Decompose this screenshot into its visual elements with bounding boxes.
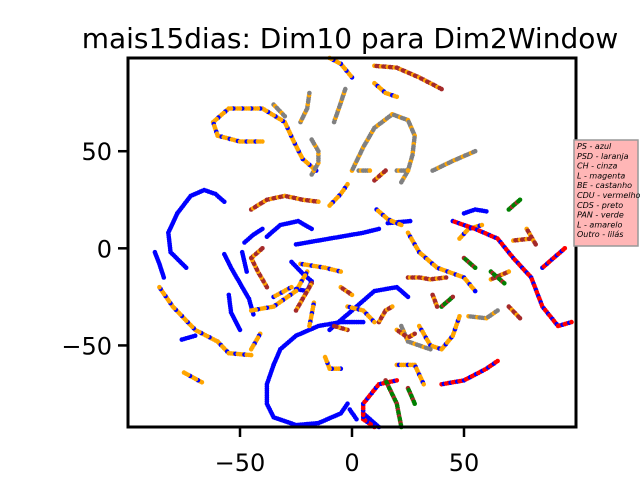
scatter-point (327, 203, 332, 208)
scatter-point (360, 319, 366, 325)
legend-entry: BE - castanho (577, 181, 632, 190)
legend-entry: CDU - vermelho (577, 191, 640, 200)
scatter-point (376, 226, 382, 232)
scatter-point (569, 319, 574, 325)
scatter-point (157, 284, 162, 290)
scatter-point (181, 370, 187, 375)
scatter-point (394, 378, 400, 383)
scatter-point (495, 308, 500, 313)
scatter-point (322, 354, 328, 360)
scatter-point (517, 197, 523, 203)
scatter-point (394, 94, 400, 100)
scatter-point (338, 269, 344, 274)
data-points (152, 55, 574, 430)
scatter-point (533, 242, 538, 247)
y-tick-label: 0 (97, 235, 112, 263)
scatter-point (390, 304, 395, 309)
scatter-point (248, 352, 254, 358)
x-tick-label: 0 (344, 449, 359, 477)
scatter-point (331, 323, 337, 329)
scatter-point (309, 137, 315, 142)
scatter-point (412, 401, 418, 407)
scatter-point (293, 308, 299, 313)
legend-entry: L - amarelo (577, 220, 622, 229)
scatter-point (472, 265, 478, 271)
scatter-point (562, 246, 568, 251)
scatter-point (222, 199, 227, 204)
scatter-point (383, 168, 388, 173)
scatter-point (307, 323, 312, 329)
scatter-point (412, 331, 418, 337)
scatter-point (307, 90, 312, 96)
scatter-point (244, 269, 249, 274)
scatter-point (343, 86, 348, 92)
scatter-point (367, 168, 373, 173)
scatter-point (289, 284, 294, 290)
scatter-point (479, 222, 485, 228)
plot-area-frame (126, 56, 578, 429)
scatter-point (472, 148, 478, 154)
scatter-point (502, 281, 507, 286)
scatter-point (405, 168, 411, 173)
legend-entry: CDS - preto (577, 201, 623, 210)
x-tick-label: 50 (449, 449, 480, 477)
scatter-point (237, 327, 243, 333)
legend-entry: PAN - verde (577, 211, 624, 220)
scatter-point (248, 347, 254, 352)
scatter-point (260, 226, 265, 232)
scatter-point (457, 314, 462, 319)
y-axis-ticks: −50 0 50 (61, 138, 128, 360)
scatter-point (316, 199, 321, 204)
scatter-point (354, 416, 359, 422)
scatter-point (495, 358, 500, 364)
scatter-point (517, 315, 523, 321)
x-axis-ticks: −50 0 50 (215, 427, 480, 477)
scatter-point (222, 251, 227, 257)
legend-entry: CH - cinza (577, 162, 617, 171)
scatter-point (179, 337, 185, 342)
scatter-point (399, 222, 404, 228)
y-tick-label: −50 (61, 332, 112, 360)
scatter-point (484, 209, 489, 214)
x-tick-label: −50 (215, 449, 266, 477)
legend-entry: Outro - lilás (577, 230, 623, 239)
scatter-point (434, 304, 440, 309)
legend-entry: L - magenta (577, 171, 625, 180)
scatter-point (399, 180, 404, 185)
legend-entry: PS - azul (577, 142, 612, 151)
scatter-point (260, 246, 265, 251)
scatter-point (282, 114, 288, 119)
scatter-point (372, 319, 377, 325)
scatter-point (309, 226, 315, 232)
scatter-point (405, 294, 411, 300)
legend-box (573, 139, 639, 247)
scatter-point (506, 269, 512, 274)
scatter-point (260, 139, 265, 144)
scatter-point (421, 382, 427, 387)
scatter-point (450, 294, 456, 300)
scatter-point (472, 288, 478, 294)
scatter-point (428, 347, 433, 352)
scatter-point (349, 292, 355, 298)
scatter-point (439, 86, 444, 92)
scatter-point (183, 265, 189, 271)
scatter-point (248, 308, 254, 313)
y-tick-label: 50 (81, 138, 112, 166)
scatter-point (443, 275, 449, 280)
scatter-point (407, 218, 413, 224)
scatter-point (345, 401, 350, 407)
chart-title: mais15dias: Dim10 para Dim2Window (82, 22, 619, 55)
legend-entry: PSD - laranja (577, 152, 629, 161)
scatter-point (161, 275, 167, 280)
